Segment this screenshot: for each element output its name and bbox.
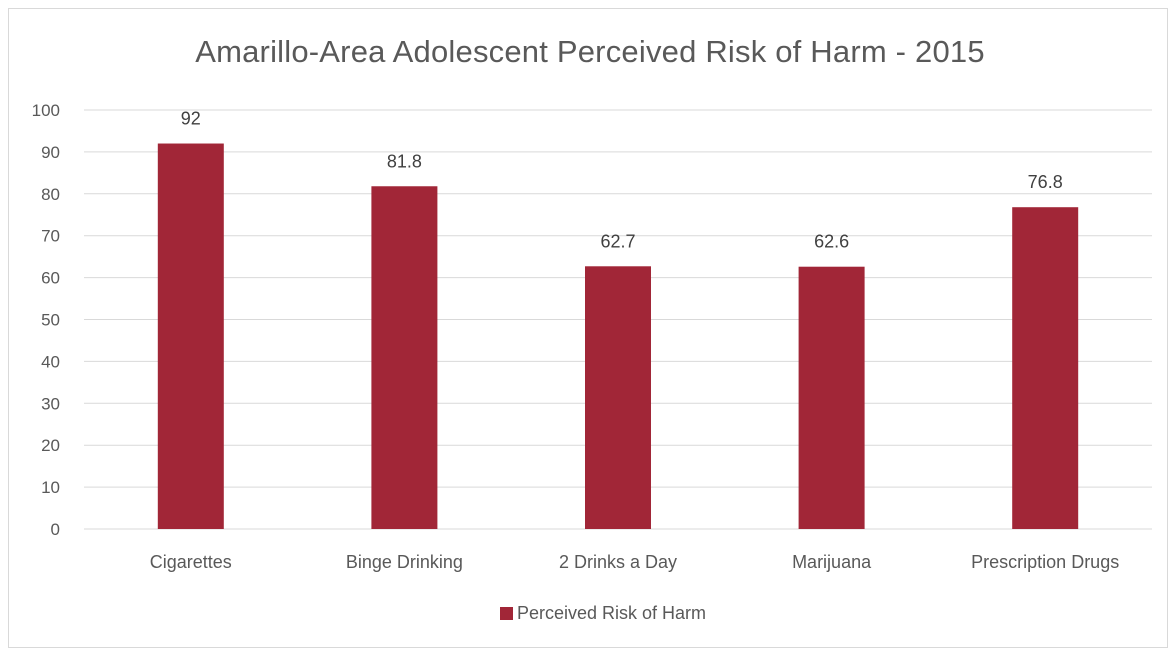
x-axis-ticks: Cigarettes Binge Drinking 2 Drinks a Day Ma… [150,552,1119,572]
y-tick-label: 60 [41,269,60,288]
y-tick-label: 80 [41,185,60,204]
x-tick-label: 2 Drinks a Day [559,552,677,572]
data-label: 76.8 [1028,172,1063,192]
y-tick-label: 10 [41,478,60,497]
data-label: 62.6 [814,232,849,252]
bar-prescription-drugs [1012,207,1079,529]
data-label: 92 [181,109,201,129]
bar-cigarettes [157,143,224,529]
legend-label: Perceived Risk of Harm [516,603,707,623]
legend: Perceived Risk of Harm [0,603,1172,624]
y-tick-label: 50 [41,311,60,330]
data-label: 81.8 [387,151,422,171]
x-tick-label: Binge Drinking [346,552,463,572]
y-tick-label: 0 [51,520,60,539]
data-labels: 92 81.8 62.7 62.6 76.8 [181,109,1063,252]
chart-title: Amarillo-Area Adolescent Perceived Risk … [195,34,985,69]
data-label: 62.7 [600,231,635,251]
x-tick-label: Cigarettes [150,552,232,572]
y-tick-label: 30 [41,394,60,413]
y-axis-ticks: 0 10 20 30 40 50 60 70 80 90 100 [32,101,60,539]
bar-2-drinks-a-day [585,266,651,529]
y-tick-label: 20 [41,436,60,455]
bars [157,143,1079,529]
x-tick-label: Marijuana [792,552,872,572]
y-tick-label: 40 [41,352,60,371]
y-tick-label: 100 [32,101,60,120]
x-tick-label: Prescription Drugs [971,552,1119,572]
legend-swatch [499,607,513,620]
bar-marijuana [798,266,865,529]
bar-binge-drinking [371,186,438,529]
y-tick-label: 90 [41,143,60,162]
y-tick-label: 70 [41,227,60,246]
